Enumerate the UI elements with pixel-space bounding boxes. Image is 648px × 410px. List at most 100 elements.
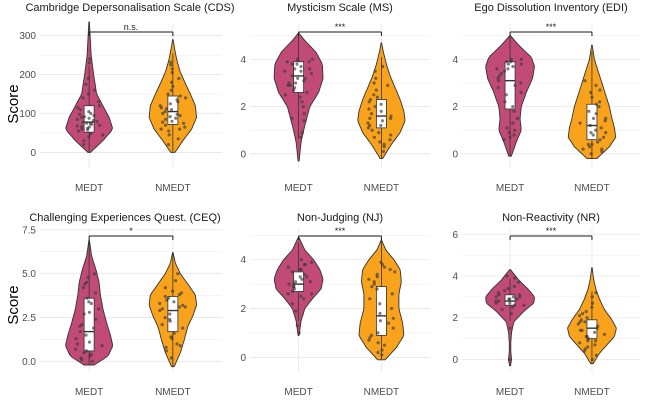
data-point [373, 69, 377, 73]
panel-title: Non-Judging (NJ) [297, 212, 383, 224]
data-point [158, 104, 162, 108]
data-point [82, 115, 86, 119]
data-point [366, 126, 370, 130]
data-point [503, 100, 507, 104]
data-point [591, 133, 595, 137]
data-point [380, 119, 384, 123]
data-point [391, 316, 395, 320]
data-point [496, 291, 501, 295]
significance-label: * [129, 226, 133, 236]
data-point [292, 285, 296, 289]
data-point [511, 121, 515, 125]
data-point [590, 357, 595, 362]
data-point [497, 74, 501, 78]
data-point [594, 291, 598, 295]
data-point [168, 115, 172, 119]
data-point [295, 57, 299, 62]
data-point [309, 260, 314, 264]
data-point [509, 57, 513, 62]
significance-label: *** [546, 22, 557, 32]
data-point [85, 296, 89, 300]
data-point [389, 114, 393, 118]
data-point [169, 63, 173, 67]
panel-4: Challenging Experiences Quest. (CEQ) 0.0 2… [22, 212, 222, 398]
y-tick-label: 300 [19, 31, 36, 42]
data-point [372, 81, 376, 85]
data-point [171, 289, 175, 293]
data-point [590, 142, 594, 146]
data-point [174, 116, 178, 120]
data-point [92, 113, 96, 118]
data-point [368, 123, 372, 128]
data-point [87, 135, 91, 139]
data-point [598, 138, 602, 142]
data-point [295, 324, 299, 328]
data-point [299, 258, 303, 262]
data-point [590, 295, 594, 299]
data-point [174, 279, 178, 283]
box-medt [83, 297, 95, 352]
data-point [393, 270, 397, 274]
data-point [292, 282, 296, 286]
data-point [299, 69, 303, 73]
data-point [168, 102, 172, 106]
data-point [82, 143, 86, 147]
data-point [74, 347, 78, 351]
data-point [82, 351, 86, 355]
data-point [604, 131, 608, 135]
data-point [379, 102, 383, 106]
data-point [81, 286, 85, 290]
data-point [376, 350, 380, 355]
data-point [310, 292, 314, 296]
data-point [519, 81, 523, 85]
data-point [169, 88, 173, 92]
x-tick-label: MEDT [284, 387, 312, 398]
data-point [177, 76, 181, 81]
data-point [299, 294, 303, 298]
data-point [589, 131, 593, 135]
data-point [510, 305, 515, 309]
y-tick-label: 200 [19, 70, 36, 81]
data-point [101, 133, 105, 137]
data-point [591, 116, 596, 120]
data-point [178, 127, 182, 131]
data-point [511, 105, 515, 109]
data-point [178, 113, 182, 118]
data-point [370, 285, 374, 289]
data-point [160, 307, 164, 311]
y-axis-label-top: Score [5, 84, 22, 123]
data-point [500, 307, 504, 311]
data-point [299, 64, 303, 69]
x-tick-label: MEDT [75, 387, 103, 398]
y-tick-label: 0 [452, 149, 458, 160]
data-point [594, 83, 598, 87]
data-point [169, 60, 173, 64]
data-point [499, 72, 503, 76]
data-point [372, 93, 376, 97]
data-point [379, 260, 383, 264]
data-point [589, 90, 593, 95]
data-point [512, 133, 516, 137]
data-point [505, 274, 509, 278]
data-point [87, 125, 91, 129]
data-point [376, 341, 380, 345]
data-point [97, 104, 101, 108]
data-point [366, 121, 370, 125]
box-medt [293, 271, 305, 292]
data-point [183, 125, 187, 129]
data-point [519, 57, 524, 62]
data-point [158, 301, 162, 306]
data-point [578, 341, 582, 345]
data-point [512, 109, 516, 113]
data-point [388, 267, 392, 272]
data-point [508, 301, 512, 305]
data-point [590, 95, 594, 99]
data-point [295, 62, 299, 66]
data-point [96, 100, 101, 104]
data-point [75, 117, 79, 121]
data-point [170, 67, 174, 71]
data-point [583, 79, 587, 83]
data-point [285, 60, 289, 64]
data-point [382, 145, 386, 149]
data-point [93, 291, 97, 295]
